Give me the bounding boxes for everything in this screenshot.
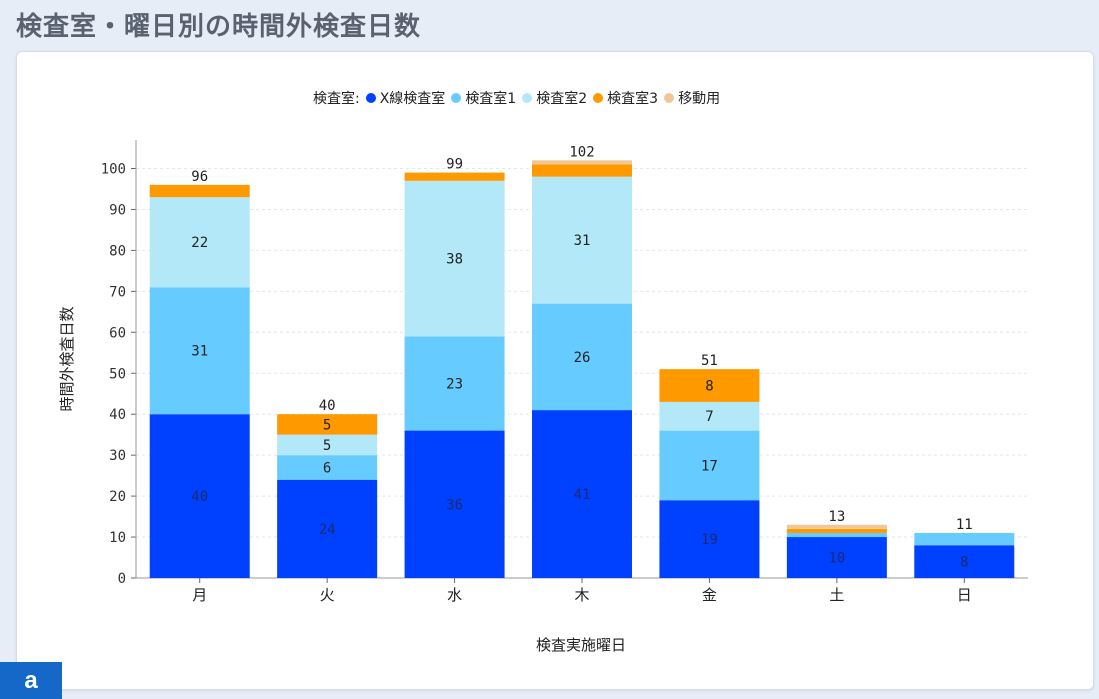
legend-title: 検査室:: [313, 91, 360, 107]
bar-segment: [786, 528, 887, 533]
legend-dot-icon: [365, 93, 376, 103]
x-tick-label: 日: [957, 586, 972, 604]
bar-segment: [404, 336, 505, 431]
x-axis-title: 検査実施曜日: [536, 636, 626, 654]
legend-label: X線検査室: [379, 91, 446, 107]
bar-segment: [404, 430, 505, 578]
bar-segment: [914, 532, 1015, 546]
legend-label: 検査室2: [536, 91, 588, 107]
legend-item-xray[interactable]: X線検査室: [365, 88, 446, 108]
data-label: 7: [705, 409, 713, 425]
bar-segment: [532, 164, 632, 177]
legend-item-room2[interactable]: 検査室2: [522, 88, 587, 108]
bar-segment: [277, 434, 378, 456]
data-label: 26: [574, 350, 591, 366]
x-tick-label: 水: [447, 586, 462, 604]
bar-segment: [659, 369, 760, 402]
bar-segment: [149, 184, 250, 198]
x-tick-label: 木: [574, 586, 589, 604]
legend-item-room1[interactable]: 検査室1: [451, 88, 516, 108]
page-title: 検査室・曜日別の時間外検査日数: [16, 12, 422, 42]
bar-segment: [532, 303, 632, 411]
bar-segment: [404, 172, 505, 181]
y-tick-label: 90: [109, 202, 126, 218]
bar-segment: [659, 430, 760, 501]
total-label: 13: [828, 509, 845, 525]
legend-dot-icon: [593, 93, 604, 103]
legend-item-mobile[interactable]: 移動用: [664, 88, 720, 108]
data-label: 8: [705, 379, 713, 395]
data-label: 22: [191, 235, 208, 251]
bar-segment: [149, 414, 250, 578]
bar-segment: [532, 176, 632, 304]
data-label: 5: [323, 417, 331, 433]
total-label: 11: [956, 517, 973, 533]
data-label: 31: [191, 344, 208, 360]
data-label: 38: [446, 252, 463, 268]
legend-label: 検査室3: [607, 91, 659, 107]
bar-segment: [277, 455, 378, 480]
chart-legend: 検査室: X線検査室 検査室1 検査室2 検査室3 移動用: [313, 88, 726, 108]
bar-segment: [786, 532, 887, 538]
data-label: 40: [191, 489, 208, 505]
bar-segment: [659, 401, 760, 431]
y-tick-label: 20: [109, 489, 126, 505]
total-label: 40: [319, 398, 336, 414]
data-label: 8: [960, 555, 968, 571]
total-label: 51: [701, 353, 718, 369]
y-tick-label: 40: [109, 407, 126, 423]
bar-segment: [786, 537, 887, 578]
legend-label: 移動用: [678, 91, 721, 107]
total-label: 96: [191, 169, 208, 185]
total-label: 102: [569, 144, 594, 160]
data-label: 6: [323, 460, 331, 476]
data-label: 10: [828, 551, 845, 567]
y-tick-label: 30: [109, 448, 126, 464]
bar-segment: [149, 197, 250, 288]
x-tick-label: 金: [702, 586, 717, 604]
legend-label: 検査室1: [465, 91, 517, 107]
data-label: 19: [701, 532, 718, 548]
x-tick-label: 月: [192, 586, 207, 604]
bar-segment: [277, 414, 378, 435]
bar-segment: [914, 545, 1015, 578]
x-tick-label: 土: [829, 586, 844, 604]
data-label: 36: [446, 497, 463, 513]
y-tick-label: 60: [109, 325, 126, 341]
data-label: 23: [446, 376, 463, 392]
y-tick-label: 80: [109, 243, 126, 259]
data-label: 41: [574, 487, 591, 503]
data-label: 31: [574, 233, 591, 249]
x-tick-label: 火: [320, 586, 335, 604]
y-tick-label: 50: [109, 366, 126, 382]
legend-item-room3[interactable]: 検査室3: [593, 88, 658, 108]
bar-segment: [786, 524, 887, 529]
bar-segment: [532, 160, 632, 165]
legend-dot-icon: [664, 93, 675, 103]
bar-segment: [149, 287, 250, 415]
bar-segment: [659, 500, 760, 578]
bar-segment: [532, 410, 632, 578]
bar-segment: [404, 180, 505, 337]
figure-label-badge: a: [0, 662, 62, 699]
data-label: 17: [701, 458, 718, 474]
y-tick-label: 70: [109, 284, 126, 300]
y-tick-label: 100: [101, 162, 126, 178]
y-tick-label: 10: [109, 530, 126, 546]
data-label: 24: [319, 522, 336, 538]
y-tick-label: 0: [118, 571, 126, 587]
total-label: 99: [446, 157, 463, 173]
y-axis-title: 時間外検査日数: [58, 306, 76, 411]
legend-dot-icon: [522, 93, 533, 103]
data-label: 5: [323, 438, 331, 454]
bar-segment: [277, 479, 378, 578]
legend-dot-icon: [451, 93, 462, 103]
